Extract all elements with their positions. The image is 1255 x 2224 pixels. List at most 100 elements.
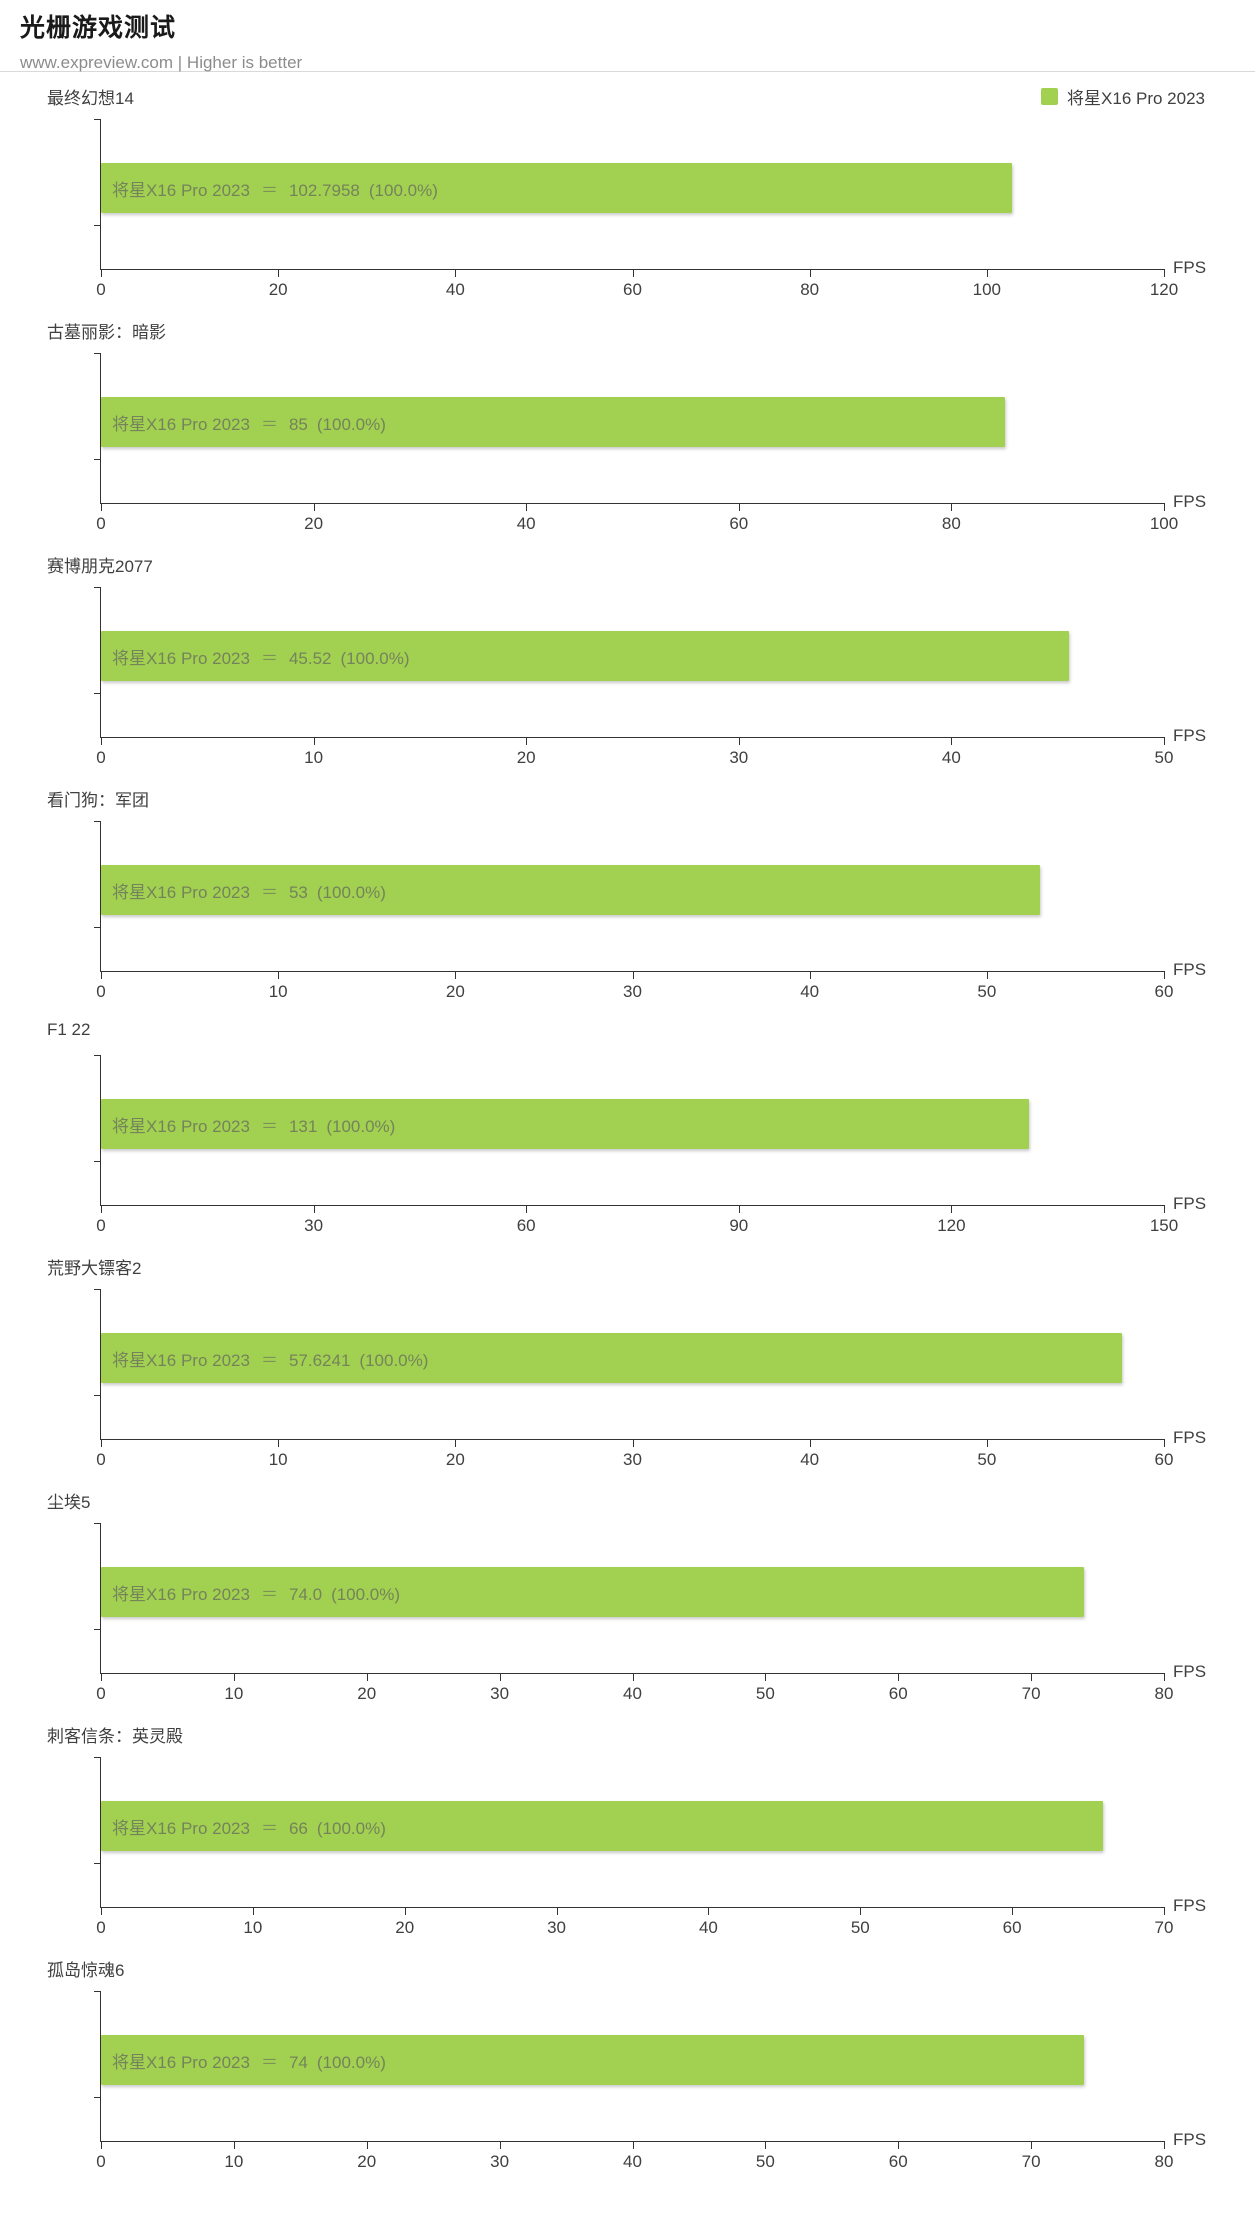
x-axis-tick-label: 20 xyxy=(445,982,465,1001)
x-axis-tick xyxy=(708,1907,710,1915)
equals-separator: ＝ xyxy=(260,1818,278,1838)
x-axis-tick xyxy=(986,269,988,277)
legend: 将星X16 Pro 2023 xyxy=(1041,84,1205,109)
bar-percent: (100.0%) xyxy=(316,414,386,434)
x-axis-tick xyxy=(101,737,102,745)
x-axis-tick xyxy=(526,503,528,511)
x-axis-tick xyxy=(101,269,102,277)
bar-label: 将星X16 Pro 2023 ＝ 45.52 (100.0%) xyxy=(101,644,410,669)
x-axis-tick-label: 0 xyxy=(96,2152,106,2171)
x-axis-tick xyxy=(101,503,102,511)
x-axis-tick xyxy=(526,1205,528,1213)
x-axis-tick-label: 10 xyxy=(243,1918,263,1937)
x-axis-unit-label: FPS xyxy=(1173,2130,1207,2149)
x-axis-tick xyxy=(313,737,315,745)
x-axis-tick-label: 60 xyxy=(1154,1450,1174,1469)
x-axis-tick xyxy=(860,1907,862,1915)
bar-series-name: 将星X16 Pro 2023 xyxy=(112,414,250,434)
plot-area: 将星X16 Pro 2023 ＝ 74.0 (100.0%) FPS 0 10 20 30 4… xyxy=(94,1523,1206,1703)
y-axis-tick xyxy=(94,587,100,588)
bar: 将星X16 Pro 2023 ＝ 53 (100.0%) xyxy=(101,865,1040,915)
x-axis-tick xyxy=(455,1439,457,1447)
y-axis-tick xyxy=(94,1757,100,1758)
chart-block: F1 22 将星X16 Pro 2023 ＝ 131 (100.0%) FPS 0 30… xyxy=(0,1018,1255,1252)
bar-series-name: 将星X16 Pro 2023 xyxy=(112,1116,250,1136)
chart-block: 最终幻想14 将星X16 Pro 2023 ＝ 102.7958 (100.0%) F… xyxy=(0,82,1255,316)
bar-value: 57.6241 xyxy=(288,1350,351,1370)
x-axis-tick-label: 20 xyxy=(304,514,324,533)
y-axis-tick xyxy=(94,2097,100,2098)
y-axis-tick xyxy=(94,927,100,928)
x-axis-tick-label: 80 xyxy=(800,280,820,299)
x-axis-tick-label: 60 xyxy=(1154,982,1174,1001)
plot-area: 将星X16 Pro 2023 ＝ 85 (100.0%) FPS 0 20 40 60 80 1… xyxy=(94,353,1206,533)
x-axis-tick-label: 60 xyxy=(1002,1918,1022,1937)
bar-value: 85 xyxy=(288,414,308,434)
plot-area: 将星X16 Pro 2023 ＝ 131 (100.0%) FPS 0 30 60 90 12… xyxy=(94,1055,1206,1235)
x-axis-tick xyxy=(738,737,740,745)
x-axis-tick-label: 80 xyxy=(1154,2152,1174,2171)
x-axis-tick xyxy=(809,971,811,979)
bar-series-name: 将星X16 Pro 2023 xyxy=(112,648,250,668)
bar-label: 将星X16 Pro 2023 ＝ 74.0 (100.0%) xyxy=(101,1580,400,1605)
x-axis-tick-label: 0 xyxy=(96,1216,106,1235)
x-axis-tick-label: 20 xyxy=(395,1918,415,1937)
x-axis-tick-label: 0 xyxy=(96,982,106,1001)
bar-label: 将星X16 Pro 2023 ＝ 53 (100.0%) xyxy=(101,878,386,903)
x-axis-tick xyxy=(455,971,457,979)
x-axis-tick-label: 60 xyxy=(516,1216,536,1235)
x-axis-tick-label: 50 xyxy=(977,1450,997,1469)
plot-area: 将星X16 Pro 2023 ＝ 66 (100.0%) FPS 0 10 20 30 40 5… xyxy=(94,1757,1206,1937)
chart-block: 刺客信条：英灵殿 将星X16 Pro 2023 ＝ 66 (100.0%) FPS 0… xyxy=(0,1720,1255,1954)
x-axis-tick xyxy=(1031,2141,1033,2149)
x-axis-tick-label: 40 xyxy=(623,2152,642,2171)
x-axis-tick-label: 10 xyxy=(224,2152,244,2171)
x-axis-tick-label: 30 xyxy=(304,1216,324,1235)
plot-area: 将星X16 Pro 2023 ＝ 45.52 (100.0%) FPS 0 10 20 30… xyxy=(94,587,1206,767)
chart-title: 最终幻想14 xyxy=(47,89,134,108)
x-axis-tick-label: 100 xyxy=(972,280,1002,299)
x-axis-tick xyxy=(101,971,102,979)
bar-percent: (100.0%) xyxy=(316,2052,386,2072)
x-axis-tick xyxy=(986,1439,988,1447)
x-axis-tick xyxy=(278,971,280,979)
x-axis-tick-label: 0 xyxy=(96,1918,106,1937)
bar-label: 将星X16 Pro 2023 ＝ 57.6241 (100.0%) xyxy=(101,1346,428,1371)
y-axis-tick xyxy=(94,1991,100,1992)
x-axis-tick xyxy=(986,971,988,979)
x-axis-tick xyxy=(951,1205,953,1213)
legend-label: 将星X16 Pro 2023 xyxy=(1067,89,1205,108)
chart-block: 赛博朋克2077 将星X16 Pro 2023 ＝ 45.52 (100.0%) FP… xyxy=(0,550,1255,784)
bar-value: 131 xyxy=(288,1116,318,1136)
bar-percent: (100.0%) xyxy=(359,1350,429,1370)
x-axis-tick-label: 10 xyxy=(268,1450,288,1469)
x-axis-tick-label: 60 xyxy=(623,280,642,299)
x-axis-tick xyxy=(1164,1673,1165,1681)
x-axis-tick xyxy=(556,1907,558,1915)
x-axis-tick-label: 10 xyxy=(304,748,324,767)
bar: 将星X16 Pro 2023 ＝ 131 (100.0%) xyxy=(101,1099,1030,1149)
x-axis-tick-label: 70 xyxy=(1021,1684,1041,1703)
chart-block: 尘埃5 将星X16 Pro 2023 ＝ 74.0 (100.0%) FPS 0 10 2… xyxy=(0,1486,1255,1720)
x-axis-unit-label: FPS xyxy=(1173,1896,1207,1915)
bar-percent: (100.0%) xyxy=(326,1116,396,1136)
y-axis-tick xyxy=(94,1863,100,1864)
x-axis-tick xyxy=(765,2141,767,2149)
equals-separator: ＝ xyxy=(260,1350,278,1370)
x-axis-tick xyxy=(898,1673,900,1681)
bar-value: 53 xyxy=(288,882,308,902)
x-axis-tick xyxy=(526,737,528,745)
x-axis-tick-label: 20 xyxy=(516,748,536,767)
x-axis-tick xyxy=(738,1205,740,1213)
chart-title: 荒野大镖客2 xyxy=(47,1259,142,1278)
bar-percent: (100.0%) xyxy=(316,1818,386,1838)
bar-label: 将星X16 Pro 2023 ＝ 131 (100.0%) xyxy=(101,1112,395,1137)
bar: 将星X16 Pro 2023 ＝ 66 (100.0%) xyxy=(101,1801,1104,1851)
x-axis-tick-label: 30 xyxy=(490,2152,510,2171)
x-axis-tick-label: 30 xyxy=(729,748,749,767)
x-axis-tick xyxy=(1164,503,1165,511)
x-axis-tick-label: 40 xyxy=(800,1450,820,1469)
bar-percent: (100.0%) xyxy=(331,1584,401,1604)
x-axis-tick xyxy=(101,1205,102,1213)
x-axis-tick-label: 40 xyxy=(941,748,961,767)
